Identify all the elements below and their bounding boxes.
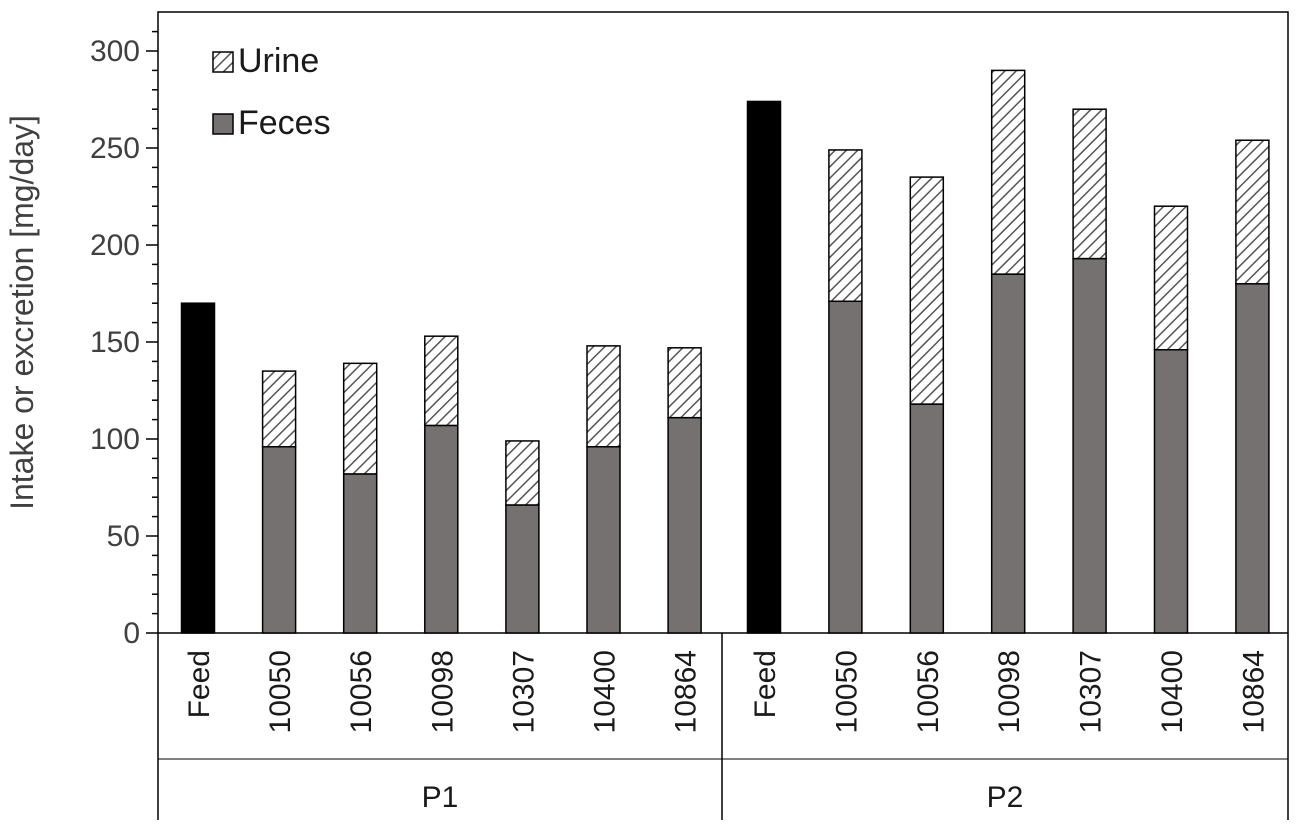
x-category-label: 10050 — [830, 650, 863, 733]
bar-urine — [505, 440, 540, 506]
legend-swatch-feces — [212, 113, 234, 135]
y-tick-label: 150 — [90, 326, 140, 359]
bar-feces — [505, 504, 540, 634]
x-category-label: 10098 — [993, 650, 1026, 733]
legend-label: Urine — [238, 42, 319, 80]
bar-urine — [261, 370, 297, 448]
bar-feces — [990, 273, 1026, 634]
x-category-label: 10307 — [1075, 650, 1108, 733]
y-tick-label: 200 — [90, 229, 140, 262]
bar-urine — [1153, 205, 1189, 351]
bar-feces — [1072, 257, 1107, 634]
x-category-label: 10307 — [507, 650, 540, 733]
bar-urine — [1235, 139, 1270, 285]
bar-urine — [1072, 108, 1107, 260]
bar-feces — [1153, 349, 1189, 634]
bar-feces — [667, 416, 702, 634]
x-category-label: Feed — [749, 650, 782, 718]
bar-feces — [424, 424, 459, 634]
x-category-label: 10056 — [912, 650, 945, 733]
bar-urine — [342, 362, 378, 475]
bar-urine — [828, 149, 863, 303]
x-group-label: P1 — [422, 781, 459, 814]
bar-feed — [746, 100, 782, 634]
bar-feces — [909, 403, 945, 634]
y-axis-title: Intake or excretion [mg/day] — [4, 115, 40, 510]
bar-urine — [424, 335, 459, 427]
x-category-label: 10864 — [670, 650, 703, 733]
bar-feces — [342, 473, 378, 634]
legend-swatch-urine — [212, 51, 234, 73]
x-category-label: Feed — [183, 650, 216, 718]
x-category-label: 10056 — [345, 650, 378, 733]
x-category-label: 10098 — [426, 650, 459, 733]
bar-feces — [1235, 283, 1270, 634]
y-tick-label: 100 — [90, 423, 140, 456]
bar-feces — [828, 300, 863, 634]
bar-urine — [909, 176, 945, 405]
x-category-label: 10864 — [1237, 650, 1270, 733]
bar-urine — [586, 345, 621, 448]
y-tick-label: 250 — [90, 132, 140, 165]
x-group-label: P2 — [987, 781, 1024, 814]
bar-feces — [586, 446, 621, 634]
x-category-label: 10400 — [589, 650, 622, 733]
y-tick-label: 50 — [107, 520, 140, 553]
bar-urine — [990, 69, 1026, 275]
bar-feces — [261, 446, 297, 634]
bar-feed — [180, 302, 216, 634]
x-category-label: 10050 — [264, 650, 297, 733]
bar-urine — [667, 347, 702, 419]
y-tick-label: 0 — [123, 617, 140, 650]
y-tick-label: 300 — [90, 35, 140, 68]
x-category-label: 10400 — [1156, 650, 1189, 733]
legend-label: Feces — [238, 104, 331, 142]
